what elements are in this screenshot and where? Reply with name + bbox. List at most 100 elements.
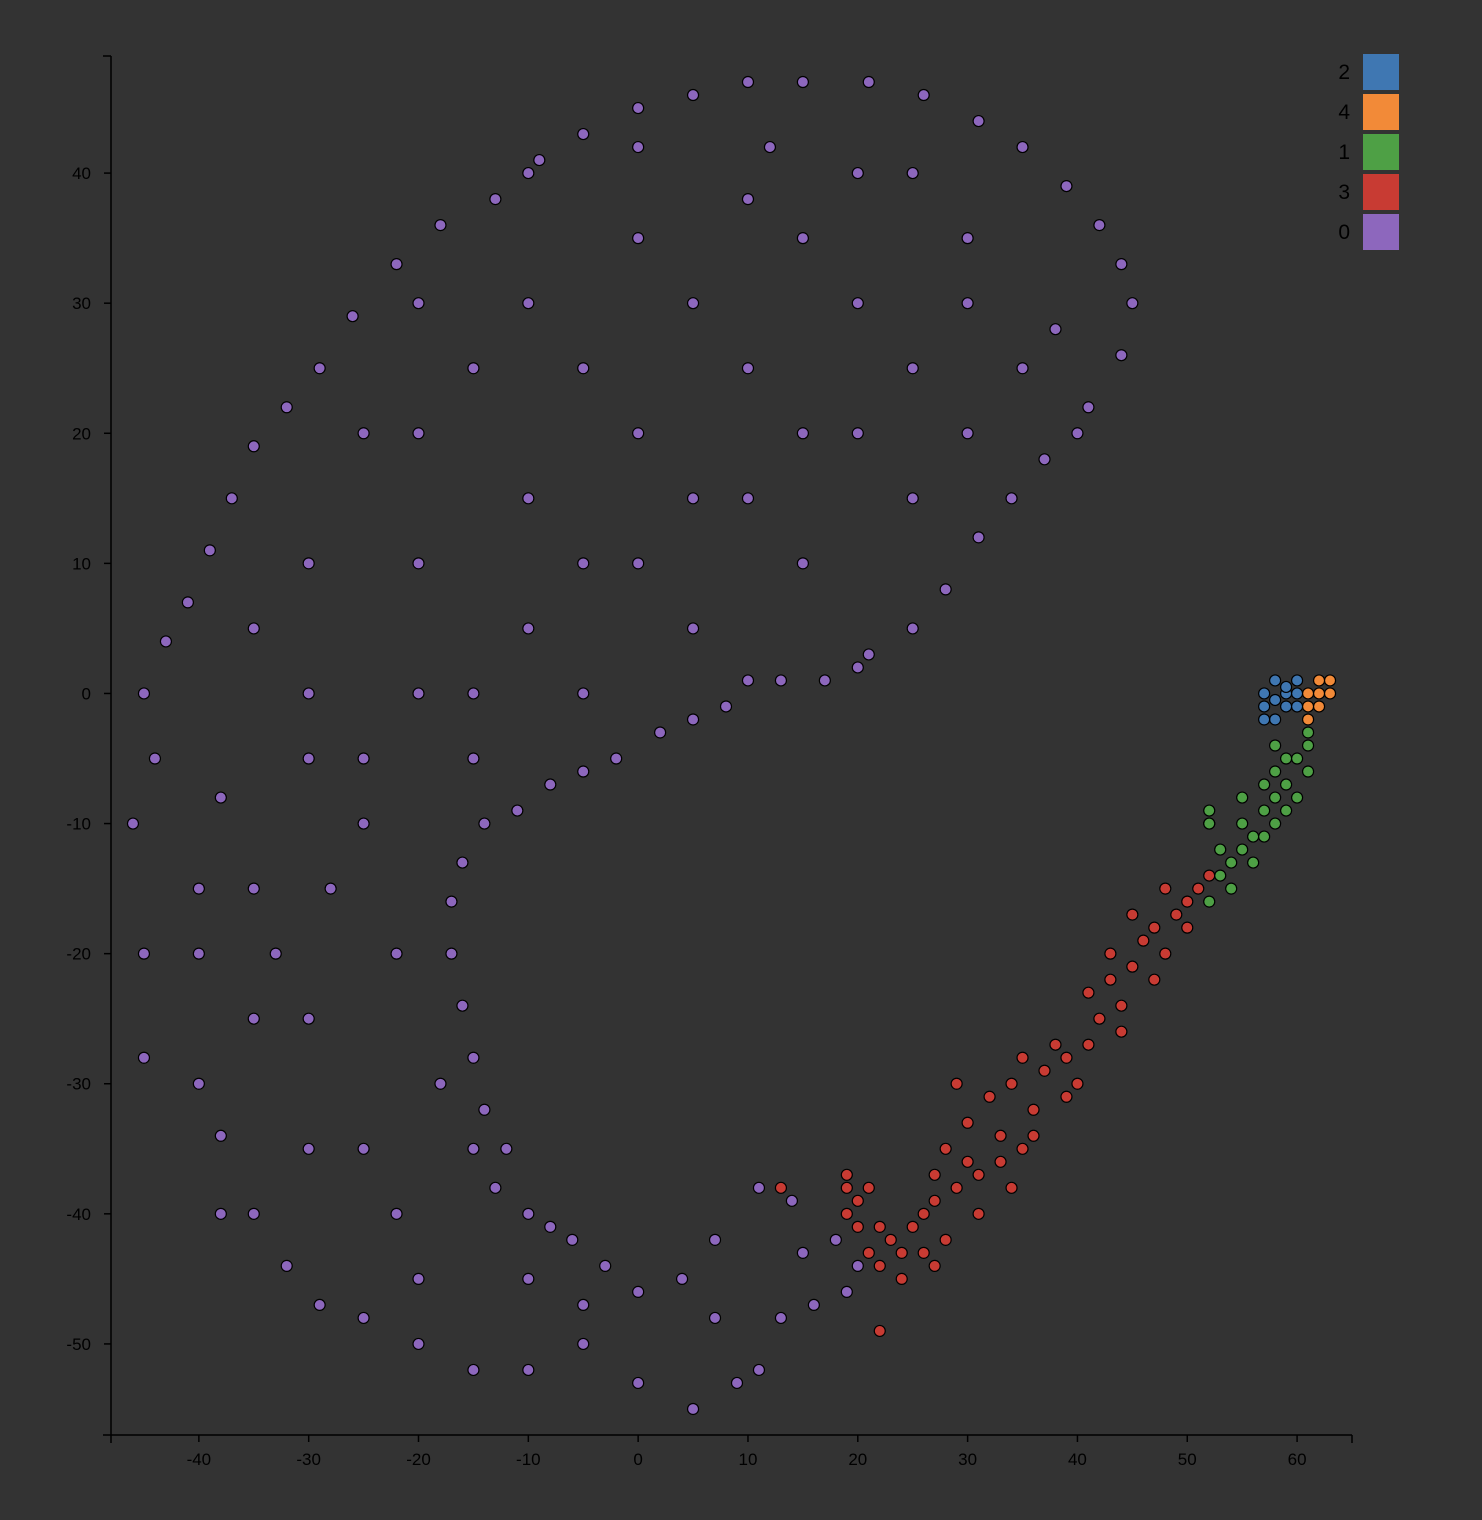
point-series-0 <box>412 687 425 700</box>
point-series-1 <box>1214 843 1227 856</box>
point-series-1 <box>1269 817 1282 830</box>
y-tick-label: -20 <box>66 945 91 964</box>
point-series-0 <box>730 1376 744 1390</box>
point-series-0 <box>434 1077 447 1090</box>
point-series-0 <box>489 193 502 206</box>
legend-item-1: 1 <box>1338 134 1399 170</box>
point-series-3 <box>983 1090 996 1103</box>
point-series-0 <box>632 140 645 154</box>
point-series-0 <box>1060 179 1073 193</box>
series-1 <box>1203 726 1315 908</box>
point-series-2 <box>1258 700 1271 713</box>
point-series-3 <box>1126 960 1139 973</box>
point-series-0 <box>796 1246 809 1259</box>
point-series-0 <box>203 544 216 557</box>
x-tick-label: -20 <box>406 1450 431 1469</box>
point-series-0 <box>741 674 755 687</box>
point-series-1 <box>1203 817 1216 830</box>
point-series-0 <box>686 622 700 635</box>
point-series-3 <box>1203 869 1216 882</box>
x-tick-label: 50 <box>1178 1450 1197 1469</box>
point-series-0 <box>675 1272 689 1285</box>
point-series-3 <box>1126 908 1139 921</box>
point-series-4 <box>1323 674 1337 687</box>
points-layer <box>126 75 1337 1416</box>
point-series-0 <box>302 1142 315 1155</box>
point-series-0 <box>313 362 326 375</box>
y-tick-label: 10 <box>72 554 91 573</box>
point-series-3 <box>1159 882 1172 895</box>
point-series-0 <box>774 674 788 687</box>
point-series-0 <box>489 1181 502 1194</box>
y-tick-label: -40 <box>66 1205 91 1224</box>
point-series-3 <box>840 1168 853 1181</box>
point-series-3 <box>1093 1012 1106 1025</box>
point-series-0 <box>137 687 151 700</box>
legend-swatch <box>1363 134 1399 170</box>
point-series-4 <box>1301 687 1315 700</box>
point-series-0 <box>851 166 864 180</box>
point-series-0 <box>456 856 469 869</box>
point-series-0 <box>357 427 370 440</box>
point-series-2 <box>1290 674 1304 687</box>
point-series-1 <box>1290 791 1304 804</box>
point-series-0 <box>467 362 480 375</box>
point-series-0 <box>269 947 282 960</box>
point-series-1 <box>1258 778 1271 791</box>
point-series-1 <box>1214 869 1227 882</box>
point-series-4 <box>1301 700 1315 713</box>
point-series-0 <box>181 596 194 609</box>
y-tick-label: 20 <box>72 424 91 443</box>
point-series-0 <box>851 1259 864 1272</box>
point-series-1 <box>1203 804 1216 817</box>
point-series-0 <box>247 882 260 895</box>
point-series-0 <box>126 817 140 830</box>
series-0 <box>126 75 1139 1416</box>
point-series-0 <box>467 1051 480 1064</box>
point-series-3 <box>1082 986 1095 999</box>
legend-label: 0 <box>1338 221 1350 244</box>
point-series-4 <box>1323 687 1337 700</box>
point-series-0 <box>324 882 337 895</box>
point-series-0 <box>752 1363 766 1377</box>
point-series-3 <box>1016 1142 1029 1155</box>
point-series-0 <box>752 1181 766 1194</box>
point-series-0 <box>741 362 755 375</box>
point-series-0 <box>1016 362 1029 375</box>
point-series-0 <box>632 232 645 245</box>
point-series-3 <box>873 1220 886 1233</box>
point-series-4 <box>1312 700 1326 713</box>
point-series-0 <box>225 492 238 505</box>
point-series-3 <box>1038 1064 1051 1077</box>
point-series-0 <box>686 492 700 505</box>
point-series-2 <box>1280 700 1293 713</box>
point-series-3 <box>906 1220 919 1233</box>
point-series-0 <box>818 674 831 687</box>
point-series-1 <box>1301 739 1315 752</box>
point-series-0 <box>1082 401 1095 414</box>
point-series-0 <box>522 1363 535 1377</box>
point-series-3 <box>862 1181 875 1194</box>
point-series-0 <box>829 1233 842 1246</box>
point-series-2 <box>1290 700 1304 713</box>
point-series-1 <box>1203 895 1216 908</box>
x-tick-label: -10 <box>516 1450 541 1469</box>
point-series-0 <box>214 1129 227 1142</box>
point-series-3 <box>1005 1181 1018 1194</box>
point-series-0 <box>961 297 974 310</box>
point-series-3 <box>895 1246 908 1259</box>
point-series-0 <box>577 765 590 778</box>
point-series-0 <box>1038 453 1051 466</box>
x-tick-label: -30 <box>296 1450 321 1469</box>
point-series-0 <box>302 557 315 570</box>
point-series-0 <box>522 1272 535 1285</box>
point-series-0 <box>357 1142 370 1155</box>
point-series-3 <box>1148 921 1161 934</box>
point-series-1 <box>1269 765 1282 778</box>
legend-swatch <box>1363 214 1399 250</box>
point-series-1 <box>1290 752 1304 765</box>
point-series-2 <box>1269 713 1282 726</box>
point-series-3 <box>972 1168 985 1181</box>
point-series-3 <box>774 1181 788 1194</box>
